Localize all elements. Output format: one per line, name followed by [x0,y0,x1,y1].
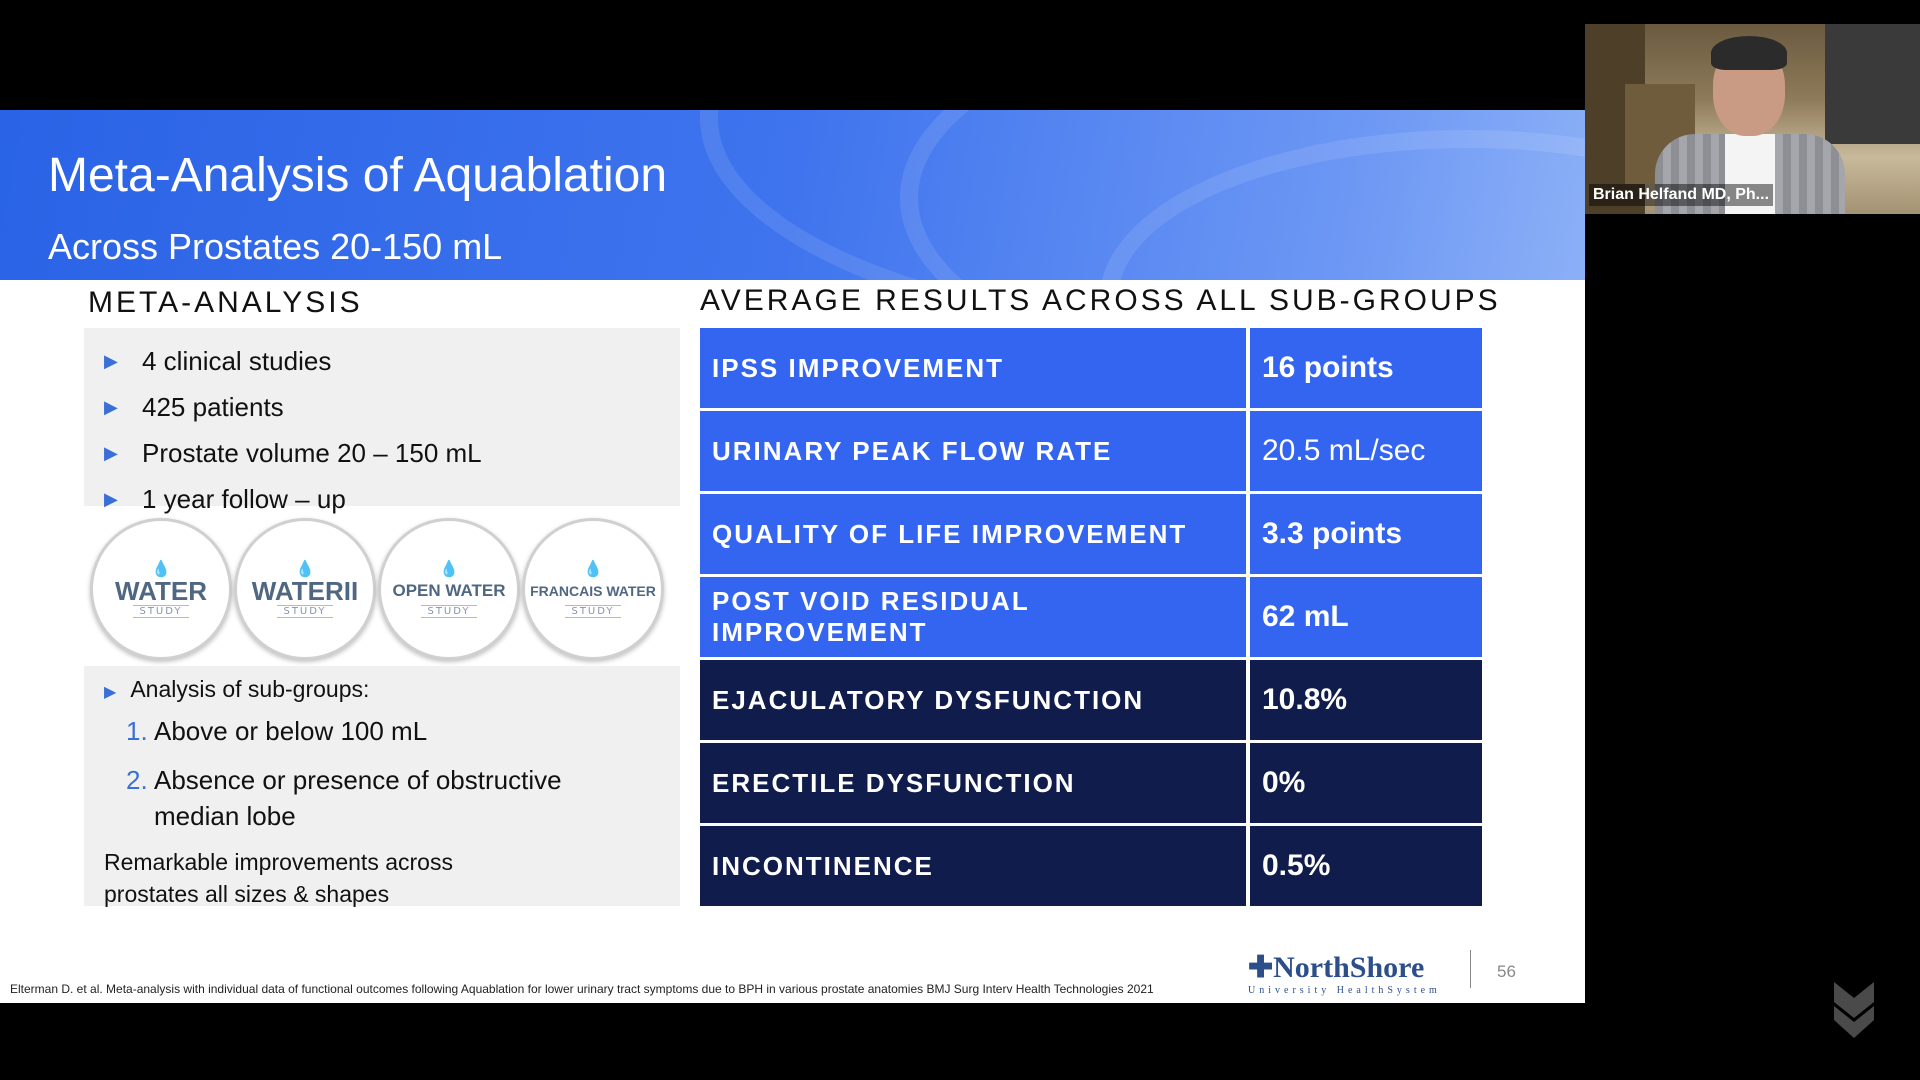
result-label: POST VOID RESIDUAL IMPROVEMENT [700,577,1246,657]
subgroup-item: 1. Above or below 100 mL [126,716,428,746]
slide-page-number: 56 [1497,962,1516,981]
table-row: POST VOID RESIDUAL IMPROVEMENT 62 mL [700,577,1482,657]
result-value: 62 mL [1250,577,1482,657]
slide-subtitle: Across Prostates 20-150 mL [48,226,503,267]
bullet-arrow-icon: ▶ [104,442,118,463]
result-label: QUALITY OF LIFE IMPROVEMENT [700,494,1246,574]
bullet-arrow-icon: ▶ [104,488,118,509]
medical-cross-icon: ✚ [1248,951,1274,984]
water-ii-study-logo: 💧 WATERII STUDY [234,518,376,660]
bullet-arrow-icon: ▶ [104,350,118,371]
result-value: 0% [1250,743,1482,823]
water-drop-icon: 💧 [439,558,459,578]
open-water-study-logo: 💧 OPEN WATER STUDY [378,518,520,660]
study-summary-box: ▶ 4 clinical studies ▶ 425 patients ▶ Prost… [84,328,680,514]
bullet-item: ▶ 1 year follow – up [84,476,680,522]
result-value: 0.5% [1250,826,1482,906]
presentation-slide: Meta-Analysis of Aquablation Across Pros… [0,110,1585,1003]
result-label: EJACULATORY DYSFUNCTION [700,660,1246,740]
bullet-item: ▶ 425 patients [84,384,680,430]
slide-title: Meta-Analysis of Aquablation [48,149,668,202]
study-logos: 💧 WATER STUDY 💧 WATERII STUDY 💧 OPEN WAT… [88,518,668,663]
water-drop-icon: 💧 [295,558,315,578]
table-row: ERECTILE DYSFUNCTION 0% [700,743,1482,823]
subgroup-intro: Analysis of sub-groups: [130,676,370,702]
result-value: 10.8% [1250,660,1482,740]
result-value: 3.3 points [1250,494,1482,574]
result-label: INCONTINENCE [700,826,1246,906]
table-row: IPSS IMPROVEMENT 16 points [700,328,1482,408]
result-value: 20.5 mL/sec [1250,411,1482,491]
northshore-logo: ✚NorthShore University HealthSystem [1248,951,1441,996]
result-label: URINARY PEAK FLOW RATE [700,411,1246,491]
table-row: EJACULATORY DYSFUNCTION 10.8% [700,660,1482,740]
francais-water-study-logo: 💧 FRANCAIS WATER STUDY [522,518,664,660]
bullet-arrow-icon: ▶ [104,684,117,701]
chevron-logo-icon [1834,982,1874,1038]
bullet-item: ▶ 4 clinical studies [84,338,680,384]
subgroup-item: 2. Absence or presence of obstructive med… [126,765,562,831]
bullet-arrow-icon: ▶ [104,396,118,417]
water-drop-icon: 💧 [583,558,603,578]
bullet-item: ▶ Prostate volume 20 – 150 mL [84,430,680,476]
meta-analysis-heading: META-ANALYSIS [88,286,363,319]
table-row: QUALITY OF LIFE IMPROVEMENT 3.3 points [700,494,1482,574]
citation-footnote: Elterman D. et al. Meta-analysis with in… [10,982,1154,996]
subgroup-conclusion: Remarkable improvements across prostates… [104,849,453,907]
divider [1470,950,1471,988]
result-label: ERECTILE DYSFUNCTION [700,743,1246,823]
subgroup-box: ▶ Analysis of sub-groups: 1. Above or belo… [84,666,680,907]
participant-video-tile[interactable]: Brian Helfand MD, Ph... [1585,24,1920,214]
water-study-logo: 💧 WATER STUDY [90,518,232,660]
water-drop-icon: 💧 [151,558,171,578]
result-value: 16 points [1250,328,1482,408]
table-row: INCONTINENCE 0.5% [700,826,1482,906]
slide-header: Meta-Analysis of Aquablation Across Pros… [0,110,1585,280]
results-heading: AVERAGE RESULTS ACROSS ALL SUB-GROUPS [700,284,1501,317]
result-label: IPSS IMPROVEMENT [700,328,1246,408]
table-row: URINARY PEAK FLOW RATE 20.5 mL/sec [700,411,1482,491]
participant-name: Brian Helfand MD, Ph... [1589,184,1774,206]
